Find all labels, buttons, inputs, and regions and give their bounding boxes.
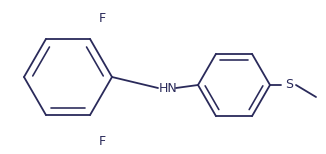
Text: F: F xyxy=(98,12,106,25)
Text: F: F xyxy=(98,135,106,148)
Text: HN: HN xyxy=(159,81,177,95)
Text: S: S xyxy=(285,79,293,91)
